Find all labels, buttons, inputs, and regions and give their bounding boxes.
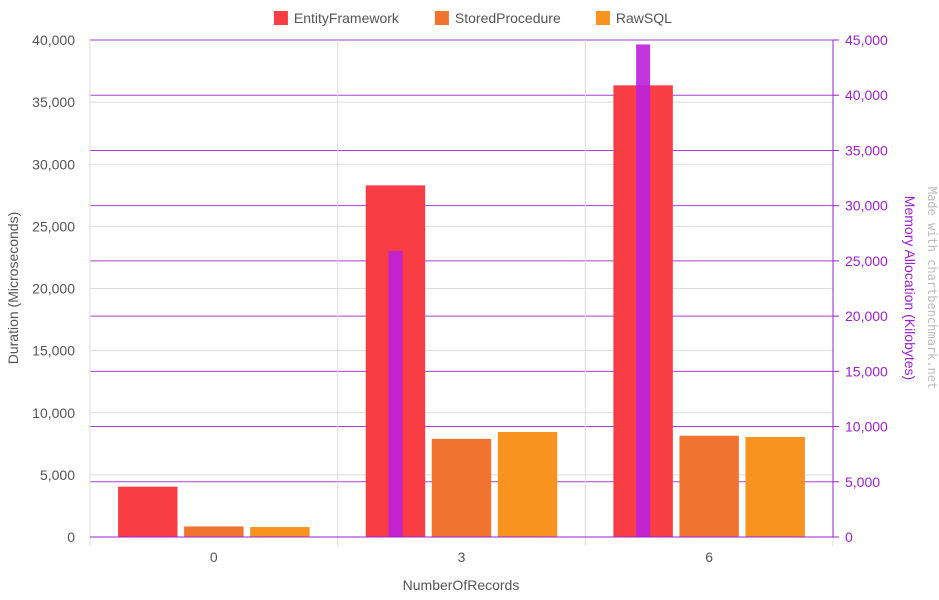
bar-rawsql-6: [745, 436, 805, 537]
y-tick-label: 20,000: [32, 281, 75, 297]
y2-tick-label: 5,000: [845, 474, 880, 490]
bar-storedprocedure-6: [679, 435, 739, 537]
x-axis-title: NumberOfRecords: [403, 577, 520, 593]
y-tick-label: 5,000: [40, 467, 75, 483]
y-tick-label: 0: [67, 529, 75, 545]
axes-layer: 05,00010,00015,00020,00025,00030,00035,0…: [32, 32, 888, 565]
y2-tick-label: 35,000: [845, 142, 888, 158]
legend-label: StoredProcedure: [455, 10, 561, 26]
bar-storedprocedure-3: [431, 438, 492, 537]
bar-rawsql-3: [497, 432, 558, 537]
y2-tick-label: 40,000: [845, 87, 888, 103]
legend-swatch: [434, 11, 449, 25]
y2-tick-label: 10,000: [845, 419, 888, 435]
y-tick-label: 35,000: [32, 94, 75, 110]
y-tick-label: 40,000: [32, 32, 75, 48]
y-tick-label: 25,000: [32, 218, 75, 234]
bar-rawsql-0: [250, 527, 310, 537]
bar-storedprocedure-0: [184, 526, 244, 537]
y2-tick-label: 45,000: [845, 32, 888, 48]
memory-bar-3: [388, 250, 403, 537]
y2-tick-label: 20,000: [845, 308, 888, 324]
legend-swatch: [273, 11, 288, 25]
y2-tick-label: 0: [845, 529, 853, 545]
y-tick-label: 30,000: [32, 156, 75, 172]
y2-tick-label: 15,000: [845, 363, 888, 379]
x-tick-label: 6: [705, 549, 713, 565]
y-tick-label: 10,000: [32, 405, 75, 421]
legend: EntityFramework StoredProcedure RawSQL: [273, 10, 672, 26]
legend-label: EntityFramework: [294, 10, 400, 26]
y-tick-label: 15,000: [32, 343, 75, 359]
y2-axis-title: Memory Allocation (Kilobytes): [902, 196, 918, 380]
bars-layer: [118, 44, 805, 537]
y-axis-title: Duration (Microseconds): [5, 212, 21, 365]
x-tick-label: 3: [458, 549, 466, 565]
memory-bar-6: [636, 44, 651, 537]
x-tick-label: 0: [210, 549, 218, 565]
y2-tick-label: 25,000: [845, 253, 888, 269]
legend-label: RawSQL: [616, 10, 672, 26]
bar-entityframework-0: [118, 486, 178, 537]
legend-swatch: [595, 11, 610, 25]
watermark-text: Made with chartbenchmark.net: [925, 187, 939, 389]
y2-tick-label: 30,000: [845, 198, 888, 214]
